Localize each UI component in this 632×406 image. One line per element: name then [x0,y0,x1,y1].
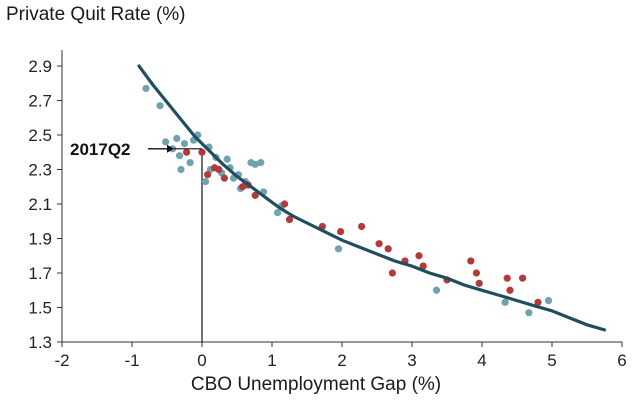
blue-data-point [334,245,343,253]
red-data-point [215,165,223,174]
blue-data-point [186,159,194,167]
red-data-point [467,257,475,265]
y-tick-label: 2.3 [28,161,52,180]
red-data-point [281,200,289,208]
red-data-point [384,245,392,253]
blue-data-point [501,298,509,306]
annotation-label: 2017Q2 [70,140,131,159]
blue-data-point [432,286,441,294]
blue-data-point [251,160,259,168]
red-data-point [375,240,383,248]
red-data-point [204,171,212,179]
x-tick-label: -2 [54,351,69,370]
red-data-point [285,215,294,224]
red-data-point [519,274,527,282]
y-tick-label: 2.1 [28,195,52,214]
red-data-point [239,183,247,191]
red-data-point [475,279,483,287]
x-tick-label: 1 [267,351,276,370]
red-data-point [251,191,259,199]
blue-data-point [274,209,282,217]
blue-data-point [223,155,231,163]
red-data-point [472,269,480,277]
red-data-point [534,298,542,306]
x-tick-label: 3 [407,351,416,370]
fit-curve [137,64,607,332]
x-tick-label: 2 [337,351,346,370]
blue-data-point [201,177,210,186]
x-tick-label: 5 [547,351,556,370]
red-data-point [506,286,514,294]
red-data-point [198,148,206,156]
red-data-point [358,222,366,231]
blue-data-point [142,84,150,93]
blue-data-point [176,152,184,160]
x-tick-label: 0 [197,351,206,370]
annotation-arrow-head [167,144,174,153]
blue-data-point [525,309,533,317]
x-tick-label: 6 [617,351,626,370]
y-tick-label: 2.9 [28,57,52,76]
y-tick-label: 1.7 [28,264,52,283]
red-data-point [337,228,345,236]
blue-data-point [156,102,164,110]
y-tick-label: 1.5 [28,299,52,318]
blue-data-point [173,134,181,143]
x-tick-label: -1 [124,351,139,370]
blue-data-point [180,140,189,148]
blue-data-point [162,138,170,146]
red-data-point [220,174,228,182]
y-tick-label: 1.9 [28,230,52,249]
x-tick-label: 4 [477,351,486,370]
blue-data-point [177,165,185,174]
red-data-point [388,269,396,277]
y-tick-label: 1.3 [28,333,52,352]
y-tick-label: 2.7 [28,92,52,111]
chart-title: Private Quit Rate (%) [6,4,186,25]
red-data-point [503,274,511,282]
blue-data-point [257,159,265,167]
red-data-point [183,148,191,156]
y-tick-label: 2.5 [28,126,52,145]
blue-data-point [544,297,553,305]
x-axis-label: CBO Unemployment Gap (%) [190,374,442,395]
red-data-point [419,262,427,270]
red-data-point [415,252,423,260]
